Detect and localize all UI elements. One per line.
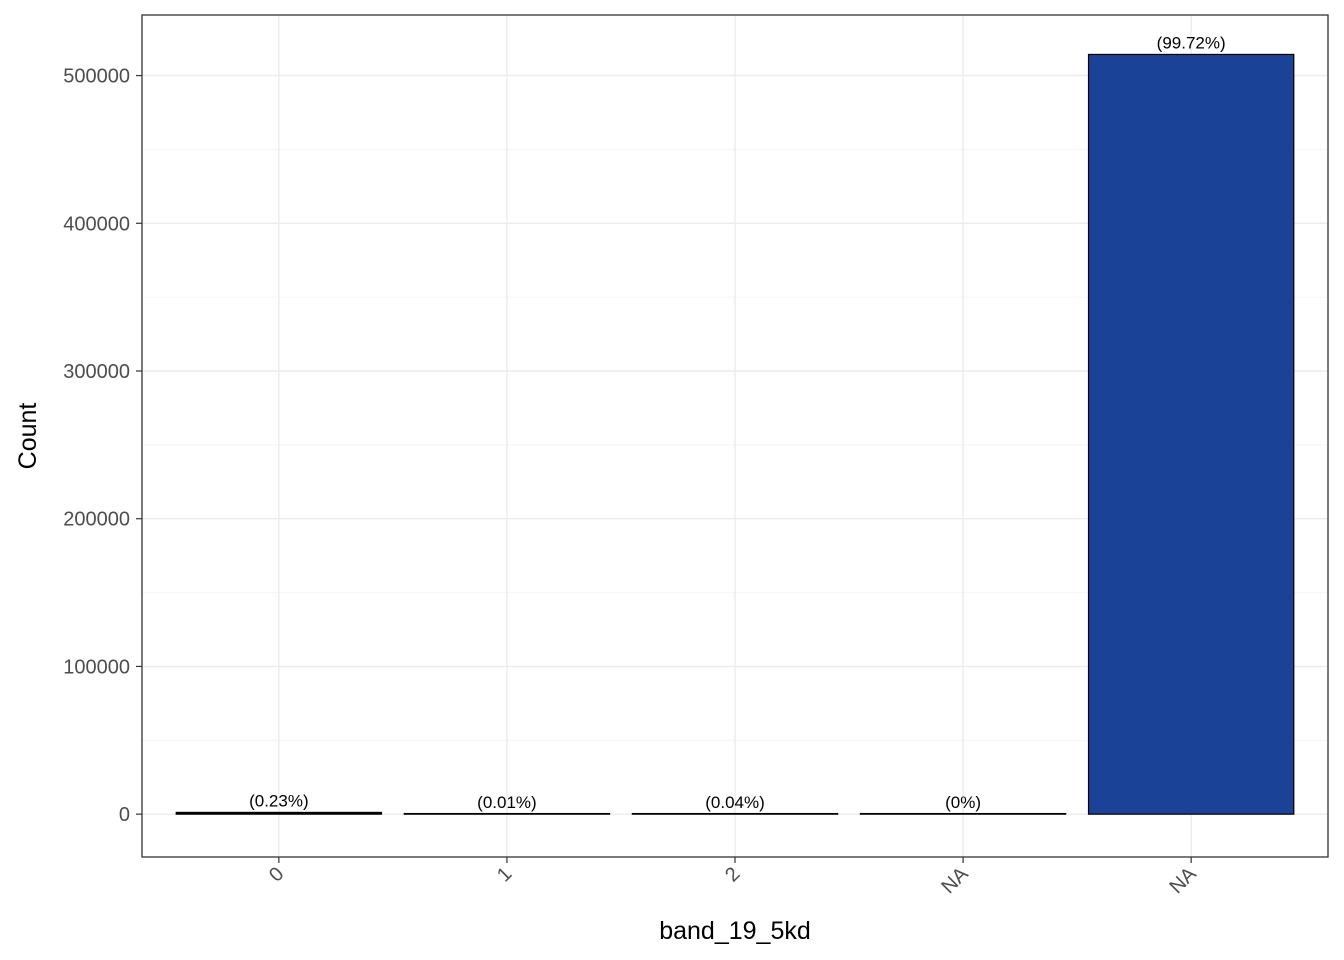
bar-data-label: (0.01%) [477,793,537,812]
bar [631,812,839,815]
y-tick-label: 0 [119,804,130,826]
y-axis-title: Count [14,403,42,470]
y-tick-label: 400000 [63,213,130,235]
bar [1087,53,1295,815]
y-tick-label: 200000 [63,509,130,531]
bar-data-label: (99.72%) [1157,33,1226,52]
data-labels: (0.23%) (0.01%) (0.04%) (0%) (99.72%) [249,33,1226,812]
y-tick-label: 500000 [63,66,130,88]
bar [403,812,611,815]
y-tick-label: 300000 [63,361,130,383]
bar [175,811,383,815]
y-tick-label: 100000 [63,656,130,678]
bar-data-label: (0%) [945,793,981,812]
bar-data-label: (0.23%) [249,791,309,810]
bar [859,812,1067,815]
bar-data-label: (0.04%) [705,793,765,812]
bars [175,53,1295,815]
x-axis-title: band_19_5kd [659,917,811,945]
y-axis: 0 100000 200000 300000 400000 500000 [63,66,142,826]
